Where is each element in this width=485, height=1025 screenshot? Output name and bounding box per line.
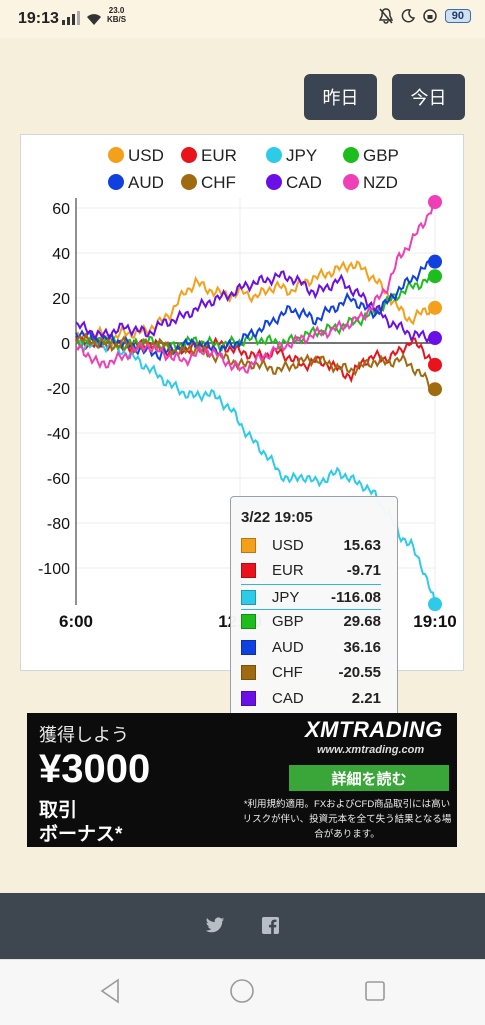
ad-banner[interactable]: 獲得しよう ¥3000 取引 ボーナス* XMTRADING www.xmtra… (27, 713, 457, 847)
tooltip-code: CHF (272, 664, 303, 681)
series-endpoint-eur (428, 357, 442, 372)
legend-label-chf: CHF (201, 173, 236, 192)
ad-brand-logo: XMTRADING (305, 717, 443, 742)
y-tick-label: -20 (47, 381, 70, 398)
tooltip-swatch (241, 665, 256, 680)
legend-label-gbp: GBP (363, 146, 399, 165)
x-tick-label: 19:10 (413, 612, 456, 631)
tooltip-swatch (241, 690, 256, 706)
legend-label-eur: EUR (201, 146, 237, 165)
legend-label-usd: USD (128, 146, 164, 165)
ad-disclaimer: *利用規約適用。FXおよびCFD商品取引には高いリスクが伴い、投資元本を全て失う… (242, 799, 452, 840)
y-tick-label: -40 (47, 426, 70, 443)
legend-label-nzd: NZD (363, 173, 398, 192)
tooltip-row-jpy: JPY -116.08 (241, 584, 381, 610)
series-endpoint-nzd (428, 194, 442, 209)
tooltip-value: 36.16 (343, 638, 381, 656)
system-nav-bar (0, 959, 485, 1025)
series-line-jpy (75, 336, 436, 605)
site-footer (0, 893, 485, 959)
series-endpoint-usd (428, 300, 442, 315)
legend-swatch-gbp (343, 147, 359, 163)
legend-swatch-chf (181, 174, 197, 190)
ad-bonus-line2: ボーナス* (39, 824, 123, 845)
signal-wifi-icon (62, 11, 101, 25)
tooltip-row-aud: AUD 36.16 (241, 635, 381, 659)
ad-bonus-line1: 取引 (39, 800, 78, 821)
legend-swatch-aud (108, 174, 124, 190)
facebook-icon[interactable] (262, 917, 279, 934)
status-time: 19:13 (18, 10, 59, 27)
y-tick-label: -80 (47, 516, 70, 533)
tooltip-value: 29.68 (343, 613, 381, 630)
tooltip-code: GBP (272, 613, 304, 630)
ad-details-button[interactable]: 詳細を読む (289, 765, 449, 791)
x-tick-label: 6:00 (59, 612, 93, 631)
series-endpoint-cad (428, 331, 442, 346)
tooltip-code: JPY (271, 588, 300, 606)
series-line-usd (75, 260, 435, 348)
series-endpoint-gbp (428, 269, 442, 284)
series-line-nzd (75, 201, 436, 374)
chart-tooltip: 3/22 19:05 USD 15.63 EUR -9.71 JPY -116.08 GBP… (230, 496, 398, 746)
tooltip-title: 3/22 19:05 (241, 509, 313, 526)
ad-amount: ¥3000 (39, 747, 151, 791)
y-tick-label: 60 (52, 201, 70, 218)
legend-swatch-jpy (266, 147, 282, 163)
tooltip-code: EUR (272, 562, 304, 579)
series-endpoint-chf (428, 382, 442, 397)
tooltip-row-usd: USD 15.63 (241, 533, 381, 557)
ad-url: www.xmtrading.com (317, 744, 425, 756)
tooltip-row-cad: CAD 2.21 (241, 686, 381, 710)
legend-label-cad: CAD (286, 173, 322, 192)
legend-label-jpy: JPY (286, 146, 317, 165)
net-speed: 23.0 KB/S (107, 6, 127, 24)
y-tick-label: -60 (47, 471, 70, 488)
tooltip-row-gbp: GBP 29.68 (241, 610, 381, 634)
tooltip-row-chf: CHF -20.55 (241, 661, 381, 685)
tooltip-swatch (241, 537, 256, 553)
legend-label-aud: AUD (128, 173, 164, 192)
tooltip-row-eur: EUR -9.71 (241, 559, 381, 583)
yesterday-button[interactable]: 昨日 (304, 74, 377, 120)
recents-icon[interactable] (364, 978, 386, 1004)
tooltip-code: AUD (272, 638, 304, 656)
back-icon[interactable] (98, 978, 122, 1004)
tooltip-value: -9.71 (346, 562, 381, 579)
lock-rotation-icon (423, 9, 437, 23)
tooltip-code: CAD (272, 689, 304, 707)
tooltip-value: -116.08 (330, 588, 381, 606)
chart-svg[interactable]: 6040200-20-40-60-80-1006:0012:0019:10USD… (21, 135, 463, 670)
legend-swatch-usd (108, 147, 124, 163)
series-line-cad (75, 270, 436, 345)
twitter-icon[interactable] (205, 917, 225, 934)
today-button[interactable]: 今日 (392, 74, 465, 120)
status-bar: 19:13 23.0 KB/S 90 (0, 0, 485, 38)
legend-swatch-eur (181, 147, 197, 163)
y-tick-label: 40 (52, 246, 70, 263)
y-tick-label: 20 (52, 291, 70, 308)
tooltip-swatch (241, 563, 256, 578)
legend-swatch-nzd (343, 174, 359, 190)
series-endpoint-jpy (428, 597, 442, 612)
battery-indicator: 90 (444, 9, 471, 23)
tooltip-swatch (241, 589, 256, 605)
tooltip-swatch (241, 639, 256, 655)
legend-swatch-cad (266, 174, 282, 190)
tooltip-swatch (241, 614, 256, 629)
moon-icon (401, 9, 415, 23)
tooltip-value: -20.55 (338, 664, 381, 681)
home-icon[interactable] (229, 978, 255, 1004)
tooltip-code: USD (272, 536, 304, 554)
tooltip-value: 2.21 (351, 689, 381, 707)
series-endpoint-aud (428, 254, 442, 269)
y-tick-label: -100 (38, 561, 70, 578)
tooltip-value: 15.63 (343, 536, 381, 554)
y-tick-label: 0 (61, 336, 70, 353)
mute-bell-icon (378, 8, 393, 24)
ad-tagline: 獲得しよう (39, 725, 129, 745)
